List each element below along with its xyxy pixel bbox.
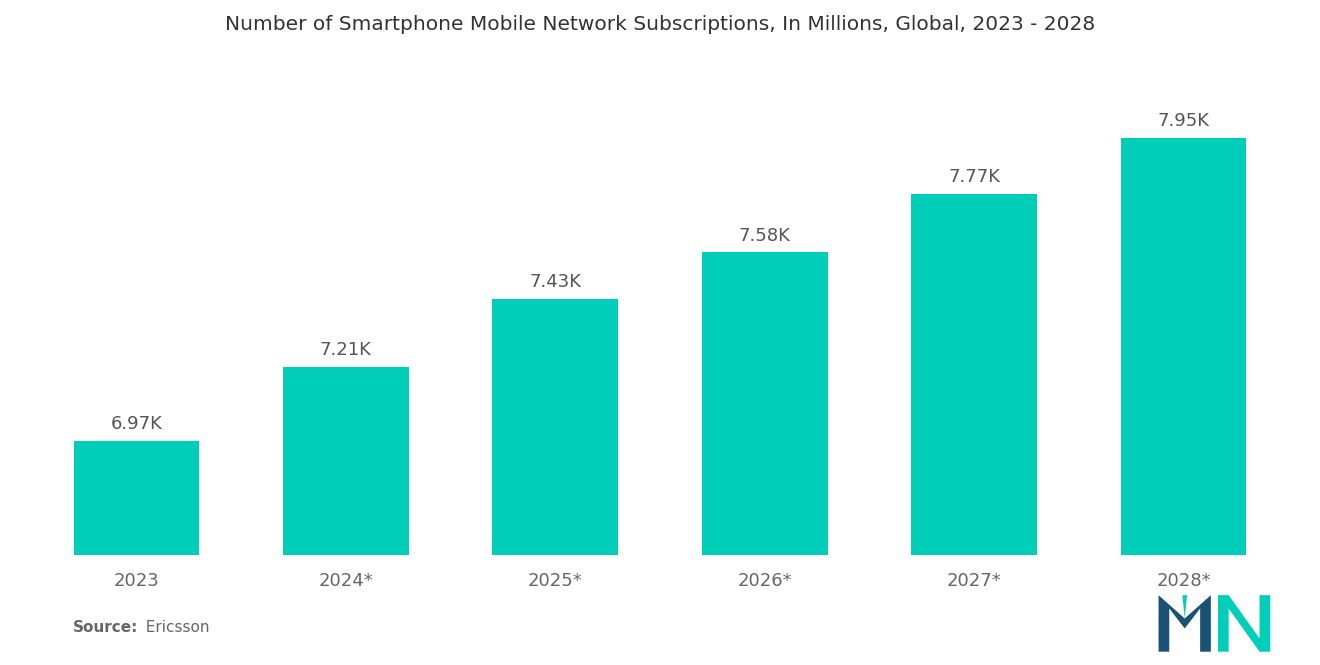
Bar <box>911 194 1038 665</box>
Polygon shape <box>1218 595 1270 652</box>
Bar <box>492 299 618 665</box>
Text: 7.21K: 7.21K <box>319 341 372 359</box>
Text: Source:: Source: <box>73 620 139 635</box>
Bar <box>282 367 409 665</box>
Text: 7.95K: 7.95K <box>1158 112 1209 130</box>
Text: 7.77K: 7.77K <box>948 168 1001 186</box>
Text: 7.58K: 7.58K <box>739 227 791 245</box>
Bar <box>74 441 199 665</box>
Title: Number of Smartphone Mobile Network Subscriptions, In Millions, Global, 2023 - 2: Number of Smartphone Mobile Network Subs… <box>224 15 1096 34</box>
Text: 6.97K: 6.97K <box>111 416 162 434</box>
Bar <box>702 252 828 665</box>
Text: 7.43K: 7.43K <box>529 273 581 291</box>
Polygon shape <box>1183 595 1187 618</box>
Bar <box>1121 138 1246 665</box>
Polygon shape <box>1159 595 1210 652</box>
Text: Ericsson: Ericsson <box>136 620 210 635</box>
